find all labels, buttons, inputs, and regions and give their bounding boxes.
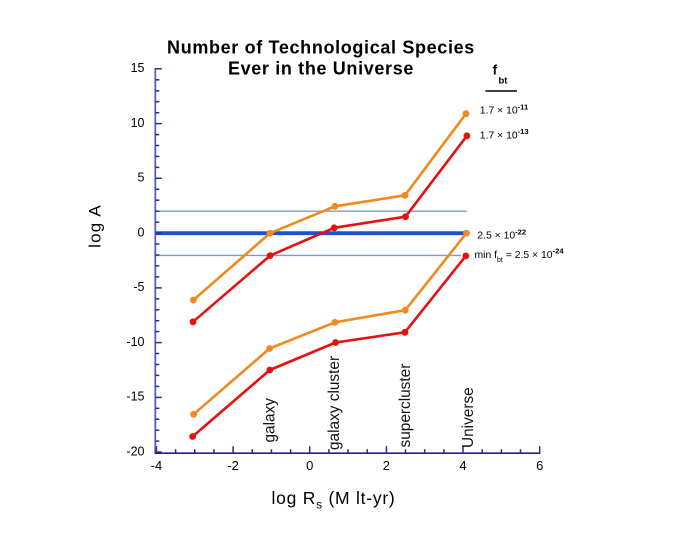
svg-text:min fbt = 2.5 × 10-24: min fbt = 2.5 × 10-24 xyxy=(475,247,565,264)
svg-text:6: 6 xyxy=(536,458,543,473)
svg-text:-20: -20 xyxy=(126,444,144,458)
svg-text:15: 15 xyxy=(131,61,145,75)
svg-text:Number of Technological Specie: Number of Technological Species xyxy=(167,37,475,57)
svg-text:-5: -5 xyxy=(133,280,144,294)
svg-text:1.7 × 10-11: 1.7 × 10-11 xyxy=(480,102,529,116)
svg-text:4: 4 xyxy=(459,458,466,473)
svg-text:galaxy cluster: galaxy cluster xyxy=(326,356,343,450)
svg-text:2: 2 xyxy=(383,458,390,473)
svg-text:bt: bt xyxy=(499,76,509,87)
svg-text:-15: -15 xyxy=(126,390,144,404)
svg-text:galaxy: galaxy xyxy=(262,398,279,443)
svg-text:f: f xyxy=(493,62,498,78)
svg-text:log A: log A xyxy=(86,204,105,248)
svg-text:supercluster: supercluster xyxy=(397,364,414,448)
svg-text:0: 0 xyxy=(138,225,145,239)
svg-text:-10: -10 xyxy=(126,335,144,349)
svg-text:Universe: Universe xyxy=(460,387,477,448)
svg-text:5: 5 xyxy=(138,171,145,185)
svg-text:0: 0 xyxy=(306,458,313,473)
svg-text:10: 10 xyxy=(131,116,145,130)
svg-text:log Rs (M lt-yr): log Rs (M lt-yr) xyxy=(272,488,396,512)
svg-text:-2: -2 xyxy=(227,458,239,473)
svg-text:-4: -4 xyxy=(151,458,163,473)
svg-text:Ever in the Universe: Ever in the Universe xyxy=(228,58,414,78)
svg-text:2.5 × 10-22: 2.5 × 10-22 xyxy=(477,227,526,241)
svg-text:1.7 × 10-13: 1.7 × 10-13 xyxy=(480,127,529,141)
